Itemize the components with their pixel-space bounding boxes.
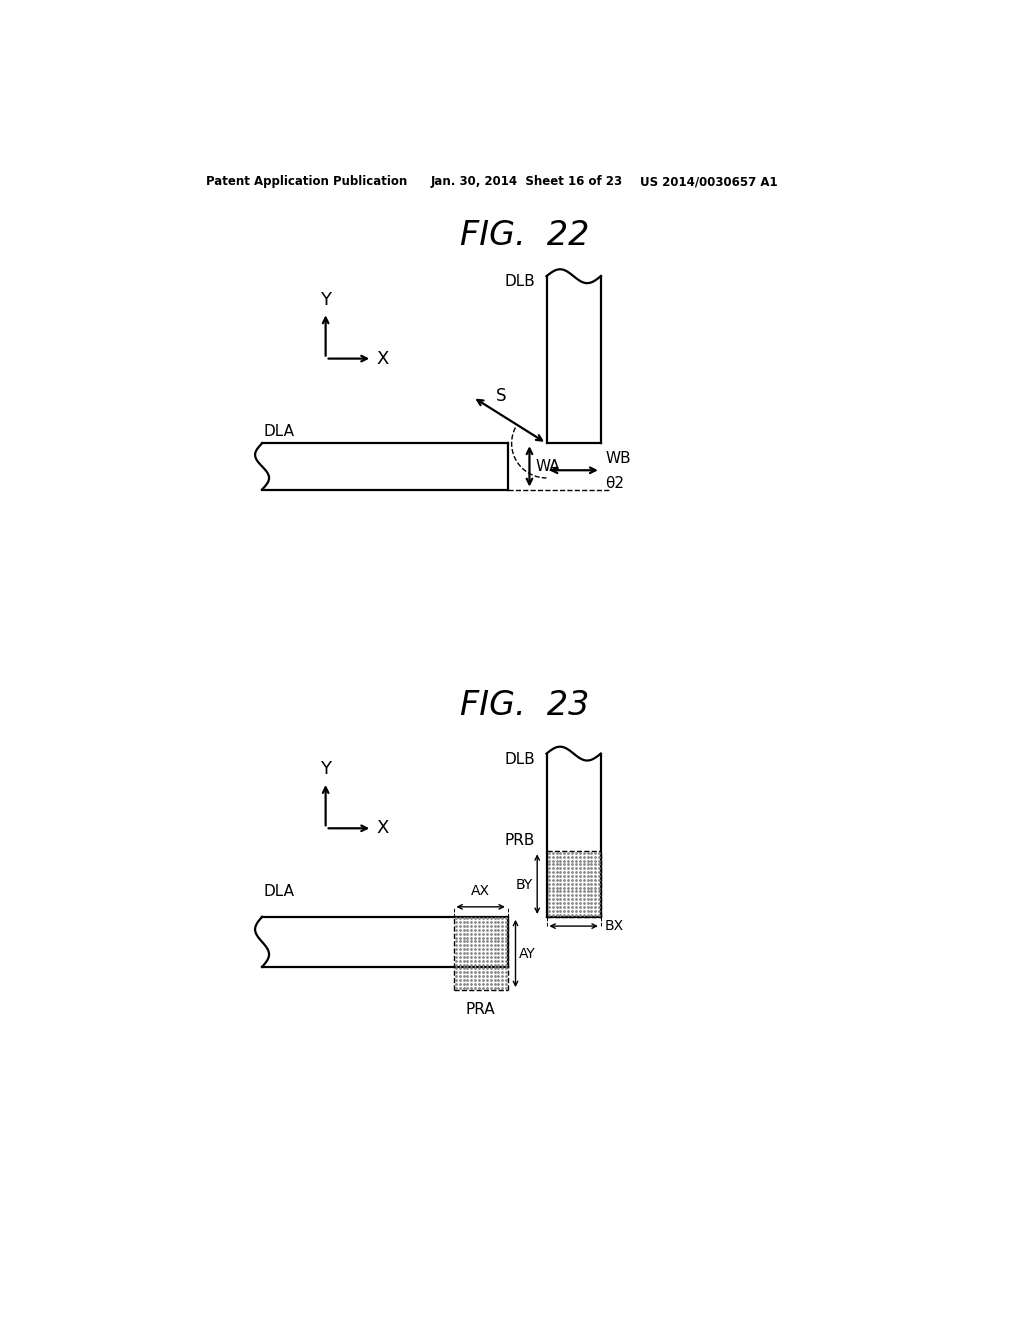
Text: US 2014/0030657 A1: US 2014/0030657 A1: [640, 176, 777, 187]
Text: FIG.  22: FIG. 22: [460, 219, 590, 252]
Text: WA: WA: [536, 459, 560, 474]
Text: DLA: DLA: [263, 424, 295, 440]
Text: X: X: [376, 820, 388, 837]
Text: AX: AX: [471, 883, 490, 898]
Text: FIG.  23: FIG. 23: [460, 689, 590, 722]
Text: BX: BX: [604, 919, 624, 933]
Text: Y: Y: [321, 760, 331, 779]
Text: Y: Y: [321, 290, 331, 309]
Text: PRB: PRB: [505, 833, 535, 849]
Text: BY: BY: [516, 878, 534, 891]
Text: X: X: [376, 350, 388, 367]
Text: DLB: DLB: [504, 751, 535, 767]
Text: θ2: θ2: [605, 475, 625, 491]
Text: Jan. 30, 2014  Sheet 16 of 23: Jan. 30, 2014 Sheet 16 of 23: [430, 176, 623, 187]
Text: S: S: [497, 387, 507, 405]
Text: Patent Application Publication: Patent Application Publication: [206, 176, 407, 187]
Text: DLA: DLA: [263, 884, 295, 899]
Text: DLB: DLB: [504, 275, 535, 289]
Text: PRA: PRA: [466, 1002, 496, 1016]
Text: AY: AY: [519, 946, 537, 961]
Text: WB: WB: [605, 451, 631, 466]
